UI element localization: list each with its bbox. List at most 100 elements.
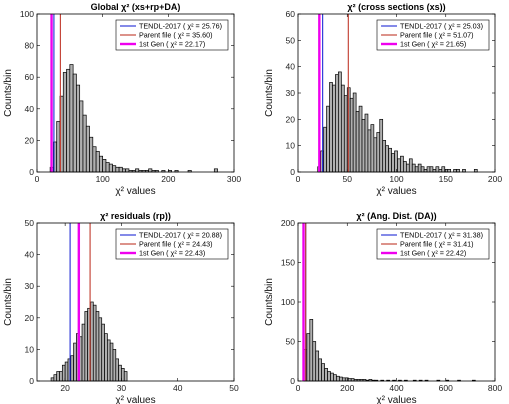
histogram-bar bbox=[343, 95, 348, 173]
histogram-bar bbox=[394, 150, 398, 173]
histogram-bar bbox=[56, 121, 61, 173]
histogram-bar bbox=[115, 358, 119, 382]
histogram-bar bbox=[400, 155, 404, 173]
x-tick-label: 100 bbox=[96, 174, 110, 184]
chart-title: Global χ² (xs+rp+DA) bbox=[91, 2, 181, 12]
legend-entry: 1st Gen ( χ² = 22.17) bbox=[139, 40, 205, 49]
histogram-bar bbox=[417, 163, 422, 173]
histogram-bar bbox=[332, 84, 336, 173]
histogram-bar bbox=[426, 166, 431, 173]
histogram-bar bbox=[109, 342, 114, 382]
histogram-bar bbox=[95, 151, 100, 173]
histogram-bar bbox=[385, 145, 389, 173]
histogram-bar bbox=[414, 166, 419, 173]
histogram-bar bbox=[373, 137, 378, 173]
y-axis-label: Counts/bin bbox=[3, 69, 14, 117]
x-tick-label: 0 bbox=[296, 174, 301, 184]
x-axis-label: χ² values bbox=[115, 395, 155, 404]
x-tick-label: 150 bbox=[439, 174, 453, 184]
histogram-bar bbox=[326, 105, 330, 173]
y-tick-label: 0 bbox=[290, 376, 295, 386]
histogram-bar bbox=[364, 113, 369, 173]
legend-entry: TENDL-2017 ( χ² = 25.03) bbox=[400, 22, 483, 31]
chart-panel-3: 20 30 40 50 0 10 20 30 40 50 χ² residuals (rp)) χ² … bbox=[3, 211, 239, 404]
x-tick-label: 0 bbox=[35, 174, 40, 184]
x-axis-label: χ² values bbox=[376, 395, 416, 404]
histogram-bar bbox=[121, 368, 125, 382]
y-tick-label: 60 bbox=[25, 72, 35, 82]
legend-entry: TENDL-2017 ( χ² = 25.76) bbox=[139, 22, 222, 31]
histogram-bar bbox=[411, 163, 416, 173]
y-tick-label: 10 bbox=[286, 141, 296, 151]
histogram-bar bbox=[105, 162, 110, 173]
legend: TENDL-2017 ( χ² = 25.76)Parent file ( χ²… bbox=[115, 19, 229, 51]
histogram-bar bbox=[329, 82, 333, 173]
histogram-bar bbox=[335, 74, 339, 173]
y-tick-label: 40 bbox=[25, 250, 35, 260]
histogram-bar bbox=[323, 126, 327, 173]
y-tick-label: 20 bbox=[25, 135, 35, 145]
histogram-bar bbox=[321, 363, 325, 382]
y-tick-label: 50 bbox=[25, 218, 35, 228]
y-tick-label: 10 bbox=[25, 344, 35, 354]
legend-entry: 1st Gen ( χ² = 22.43) bbox=[139, 249, 205, 258]
histogram-bar bbox=[376, 132, 381, 173]
x-tick-label: 30 bbox=[117, 383, 127, 393]
y-tick-label: 0 bbox=[29, 167, 34, 177]
y-tick-label: 100 bbox=[281, 297, 295, 307]
y-tick-label: 0 bbox=[290, 167, 295, 177]
y-tick-label: 80 bbox=[25, 41, 35, 51]
y-tick-label: 100 bbox=[20, 9, 34, 19]
histogram-bar bbox=[95, 311, 100, 382]
legend-entry: Parent file ( χ² = 24.43) bbox=[139, 240, 213, 249]
histogram-bar bbox=[98, 317, 103, 382]
histogram-bar bbox=[101, 323, 105, 382]
histogram-bar bbox=[339, 376, 343, 382]
histogram-bar bbox=[107, 339, 111, 382]
histogram-bar bbox=[61, 364, 66, 382]
histogram-bar bbox=[352, 92, 357, 173]
histogram-bar bbox=[62, 72, 67, 173]
histogram-bar bbox=[367, 129, 372, 173]
histogram-bar bbox=[122, 168, 127, 173]
histogram-bar bbox=[56, 371, 60, 382]
histogram-bar bbox=[66, 68, 71, 173]
histogram-bar bbox=[104, 333, 108, 382]
histogram-bar bbox=[330, 372, 334, 382]
histogram-bar bbox=[391, 153, 395, 173]
x-axis-label: χ² values bbox=[115, 186, 155, 197]
x-tick-label: 300 bbox=[227, 174, 241, 184]
y-tick-label: 20 bbox=[286, 114, 296, 124]
legend: TENDL-2017 ( χ² = 20.88)Parent file ( χ²… bbox=[115, 228, 229, 260]
histogram-bar bbox=[379, 118, 384, 173]
histogram-bar bbox=[397, 158, 401, 173]
histogram-bar bbox=[69, 64, 74, 173]
histogram-bar bbox=[336, 375, 340, 382]
histogram-bar bbox=[340, 84, 345, 173]
histogram-bar bbox=[344, 377, 349, 382]
y-tick-label: 60 bbox=[286, 9, 296, 19]
histogram-bar bbox=[112, 165, 117, 173]
histogram-bar bbox=[406, 163, 410, 173]
x-tick-label: 50 bbox=[343, 174, 353, 184]
histogram-bar bbox=[79, 100, 84, 173]
histogram-bar bbox=[123, 371, 128, 382]
y-tick-label: 40 bbox=[286, 62, 296, 72]
histogram-bar bbox=[118, 364, 122, 382]
histogram-bar bbox=[89, 136, 94, 173]
histogram-bar bbox=[441, 166, 446, 173]
histogram-bar bbox=[388, 147, 392, 173]
legend-entry: Parent file ( χ² = 31.41) bbox=[400, 240, 474, 249]
histogram-bar bbox=[315, 350, 320, 382]
x-tick-label: 200 bbox=[340, 383, 354, 393]
legend: TENDL-2017 ( χ² = 31.38)Parent file ( χ²… bbox=[376, 228, 490, 260]
histogram-bar bbox=[349, 97, 354, 173]
histogram-bar bbox=[59, 371, 63, 382]
y-axis-label: Counts/bin bbox=[264, 278, 275, 326]
x-tick-label: 0 bbox=[296, 383, 301, 393]
histogram-bar bbox=[429, 166, 434, 173]
histogram-bar bbox=[72, 73, 77, 173]
histogram-bar bbox=[102, 159, 107, 173]
y-tick-label: 20 bbox=[25, 313, 35, 323]
histogram-bar bbox=[408, 158, 413, 173]
